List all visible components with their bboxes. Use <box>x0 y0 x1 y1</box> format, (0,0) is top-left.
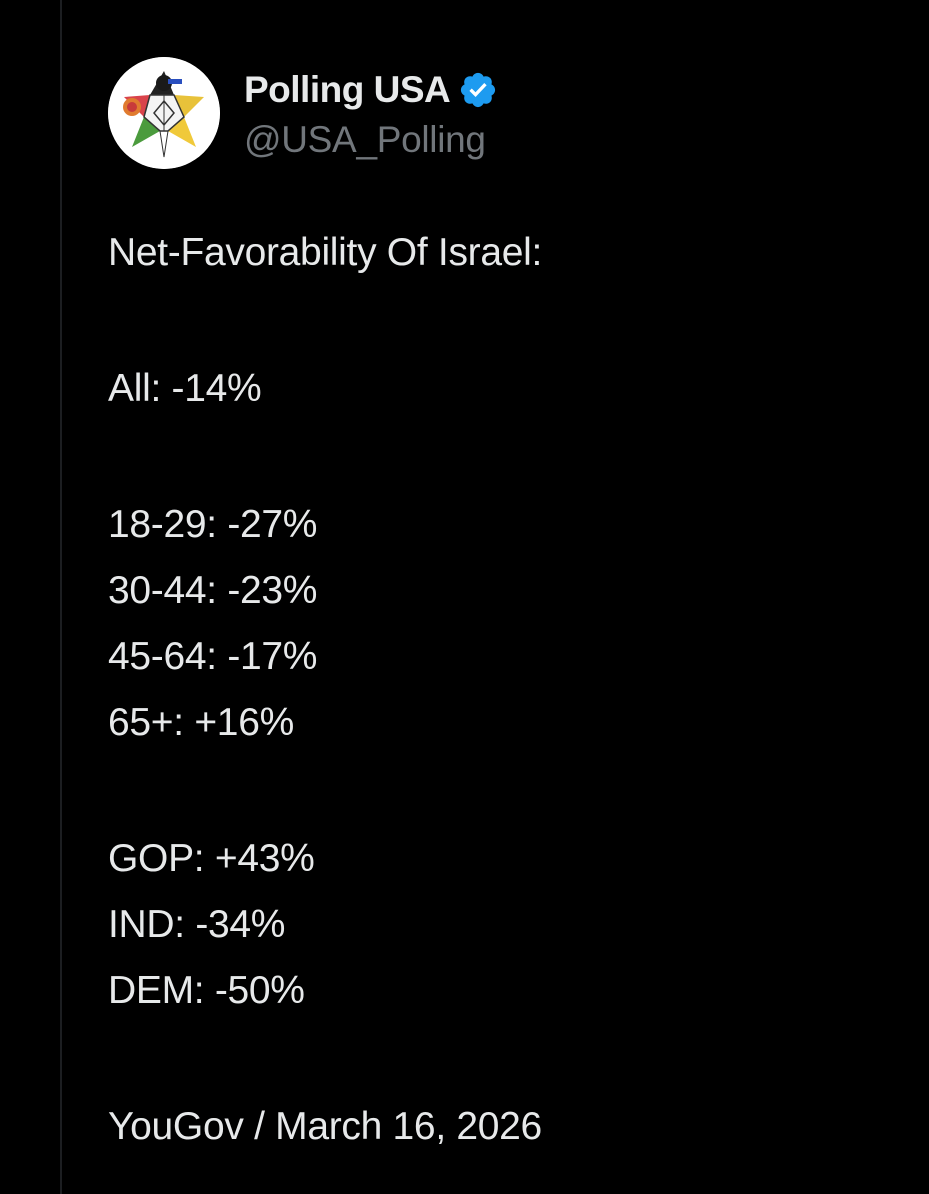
age-group-result: 45-64: -17% <box>108 635 318 678</box>
author-display-name[interactable]: Polling USA <box>244 68 451 110</box>
source-line: YouGov / March 16, 2026 <box>108 1105 542 1148</box>
age-group-result: 30-44: -23% <box>108 569 318 612</box>
author-handle[interactable]: @USA_Polling <box>244 118 486 160</box>
party-result: GOP: +43% <box>108 837 315 880</box>
timeline-divider <box>60 0 62 1194</box>
post-text: Net-Favorability Of Israel: All: -14% 18… <box>108 220 908 1160</box>
age-group-result: 65+: +16% <box>108 701 294 744</box>
polling-usa-star-logo-icon <box>108 56 220 169</box>
name-row: Polling USA <box>244 65 498 115</box>
age-group-result: 18-29: -27% <box>108 503 318 546</box>
verified-badge-icon[interactable] <box>458 70 498 110</box>
post-header: Polling USA @USA_Polling <box>108 55 908 170</box>
avatar[interactable] <box>108 56 220 169</box>
post[interactable]: Polling USA @USA_Polling Net-Favorabilit… <box>108 55 908 1160</box>
post-title: Net-Favorability Of Israel: <box>108 231 543 274</box>
party-result: IND: -34% <box>108 903 286 946</box>
author-identity: Polling USA @USA_Polling <box>244 65 498 161</box>
party-result: DEM: -50% <box>108 969 305 1012</box>
overall-result: All: -14% <box>108 367 262 410</box>
